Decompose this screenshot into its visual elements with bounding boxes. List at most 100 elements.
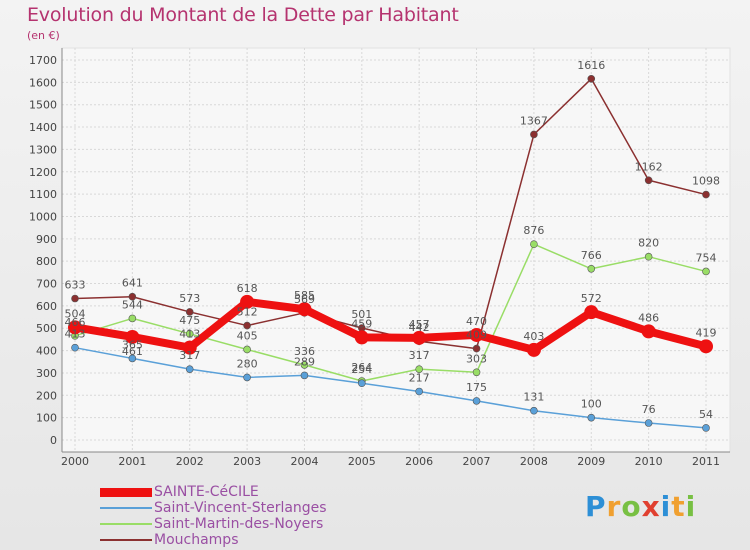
- data-point: [584, 305, 599, 320]
- legend-swatch: [100, 487, 152, 497]
- data-point: [530, 240, 538, 248]
- data-label: 76: [642, 403, 656, 416]
- plot-area: [61, 47, 731, 453]
- chart-subtitle: (en €): [27, 29, 60, 42]
- data-label: 131: [523, 391, 544, 404]
- data-label: 317: [409, 349, 430, 362]
- data-point: [297, 302, 312, 317]
- data-point: [71, 294, 79, 303]
- data-point: [185, 330, 194, 338]
- x-tick-label: 2006: [405, 455, 433, 468]
- y-tick-label: 0: [50, 434, 57, 447]
- data-label: 766: [581, 249, 602, 262]
- data-point: [644, 252, 653, 261]
- proxiti-logo: Proxiti: [585, 490, 696, 523]
- data-label: 470: [466, 315, 487, 328]
- x-tick-label: 2007: [463, 455, 491, 468]
- data-label: 303: [466, 352, 487, 365]
- y-tick-label: 1000: [29, 210, 57, 223]
- data-label: 1367: [520, 114, 548, 127]
- data-label: 501: [351, 308, 372, 321]
- y-tick-label: 1100: [29, 188, 57, 201]
- legend-label: SAINTE-CéCILE: [154, 484, 259, 500]
- data-point: [702, 424, 710, 432]
- y-tick-label: 200: [36, 389, 57, 402]
- legend-swatch: [100, 523, 152, 525]
- data-point: [125, 329, 140, 344]
- data-label: 1162: [635, 160, 663, 173]
- data-point: [300, 371, 309, 380]
- data-label: 280: [237, 357, 258, 370]
- data-label: 618: [237, 282, 258, 295]
- x-tick-label: 2009: [577, 455, 605, 468]
- legend-label: Saint-Martin-des-Noyers: [154, 516, 324, 532]
- data-point: [469, 327, 484, 342]
- x-tick-label: 2011: [692, 455, 720, 468]
- data-label: 336: [294, 345, 315, 358]
- data-point: [530, 406, 538, 415]
- y-tick-label: 1600: [29, 76, 57, 89]
- y-tick-label: 500: [36, 322, 57, 335]
- data-point: [71, 343, 79, 352]
- data-label: 1616: [577, 59, 605, 72]
- data-label: 405: [237, 329, 258, 342]
- data-point: [243, 345, 251, 354]
- data-point: [300, 361, 309, 369]
- data-label: 1098: [692, 175, 720, 188]
- data-label: 512: [237, 306, 258, 319]
- series-line: [74, 243, 707, 382]
- data-label: 573: [179, 292, 200, 305]
- legend-swatch: [100, 539, 152, 541]
- y-tick-label: 1300: [29, 143, 57, 156]
- data-point: [472, 397, 481, 405]
- data-label: 633: [65, 279, 86, 292]
- data-label: 466: [65, 316, 86, 329]
- data-point: [412, 330, 427, 345]
- x-tick-label: 2004: [290, 455, 318, 468]
- data-label: 317: [179, 349, 200, 362]
- data-point: [128, 314, 137, 323]
- y-tick-label: 600: [36, 300, 57, 313]
- data-label: 544: [122, 298, 143, 311]
- data-point: [243, 373, 251, 382]
- data-point: [472, 344, 481, 353]
- data-label: 54: [699, 408, 713, 421]
- series-line: [74, 297, 708, 354]
- data-point: [240, 294, 255, 309]
- data-point: [415, 387, 423, 396]
- data-label: 459: [351, 317, 372, 330]
- data-label: 409: [466, 329, 487, 342]
- logo-letter: P: [585, 490, 607, 523]
- data-point: [587, 74, 596, 83]
- x-tick-label: 2005: [348, 455, 376, 468]
- data-point: [415, 365, 423, 373]
- logo-letter: i: [685, 490, 697, 523]
- data-label: 820: [638, 237, 659, 250]
- data-point: [354, 330, 369, 345]
- data-label: 641: [122, 277, 143, 290]
- x-tick-label: 2008: [520, 455, 548, 468]
- data-label: 585: [294, 289, 315, 302]
- data-point: [644, 176, 653, 185]
- y-tick-label: 300: [36, 367, 57, 380]
- data-label: 289: [294, 355, 315, 368]
- data-point: [641, 324, 656, 339]
- data-label: 504: [65, 307, 86, 320]
- y-tick-label: 1200: [29, 166, 57, 179]
- y-tick-label: 400: [36, 345, 57, 358]
- legend-swatch: [100, 507, 152, 509]
- data-label: 217: [409, 371, 430, 384]
- logo-letter: t: [671, 490, 686, 523]
- data-label: 100: [581, 398, 602, 411]
- data-label: 254: [351, 363, 372, 376]
- data-label: 876: [523, 224, 544, 237]
- data-point: [699, 339, 713, 354]
- x-tick-label: 2002: [176, 455, 204, 468]
- data-point: [587, 264, 596, 273]
- logo-letter: r: [606, 490, 622, 523]
- logo-letter: o: [621, 490, 642, 523]
- y-tick-label: 700: [36, 278, 57, 291]
- data-point: [185, 365, 194, 373]
- data-label: 569: [294, 293, 315, 306]
